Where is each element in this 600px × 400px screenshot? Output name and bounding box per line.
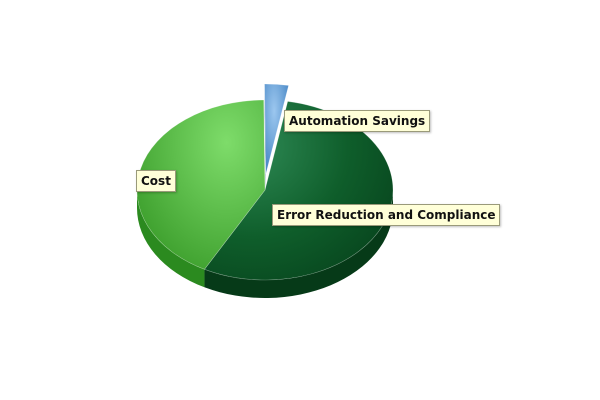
- pie-slice-2: [136, 99, 266, 270]
- pie-slice-side-2: [137, 190, 205, 288]
- pie-slice-edge-0: [264, 84, 266, 193]
- pie-side-walls: [137, 84, 393, 298]
- label-cost: Cost: [136, 170, 176, 192]
- pie-slice-0: [264, 83, 289, 175]
- label-error-reduction-and-compliance: Error Reduction and Compliance: [272, 204, 501, 226]
- pie-slice-side-1: [204, 190, 393, 298]
- pie-top-faces: [136, 83, 394, 281]
- label-automation-savings: Automation Savings: [284, 110, 431, 132]
